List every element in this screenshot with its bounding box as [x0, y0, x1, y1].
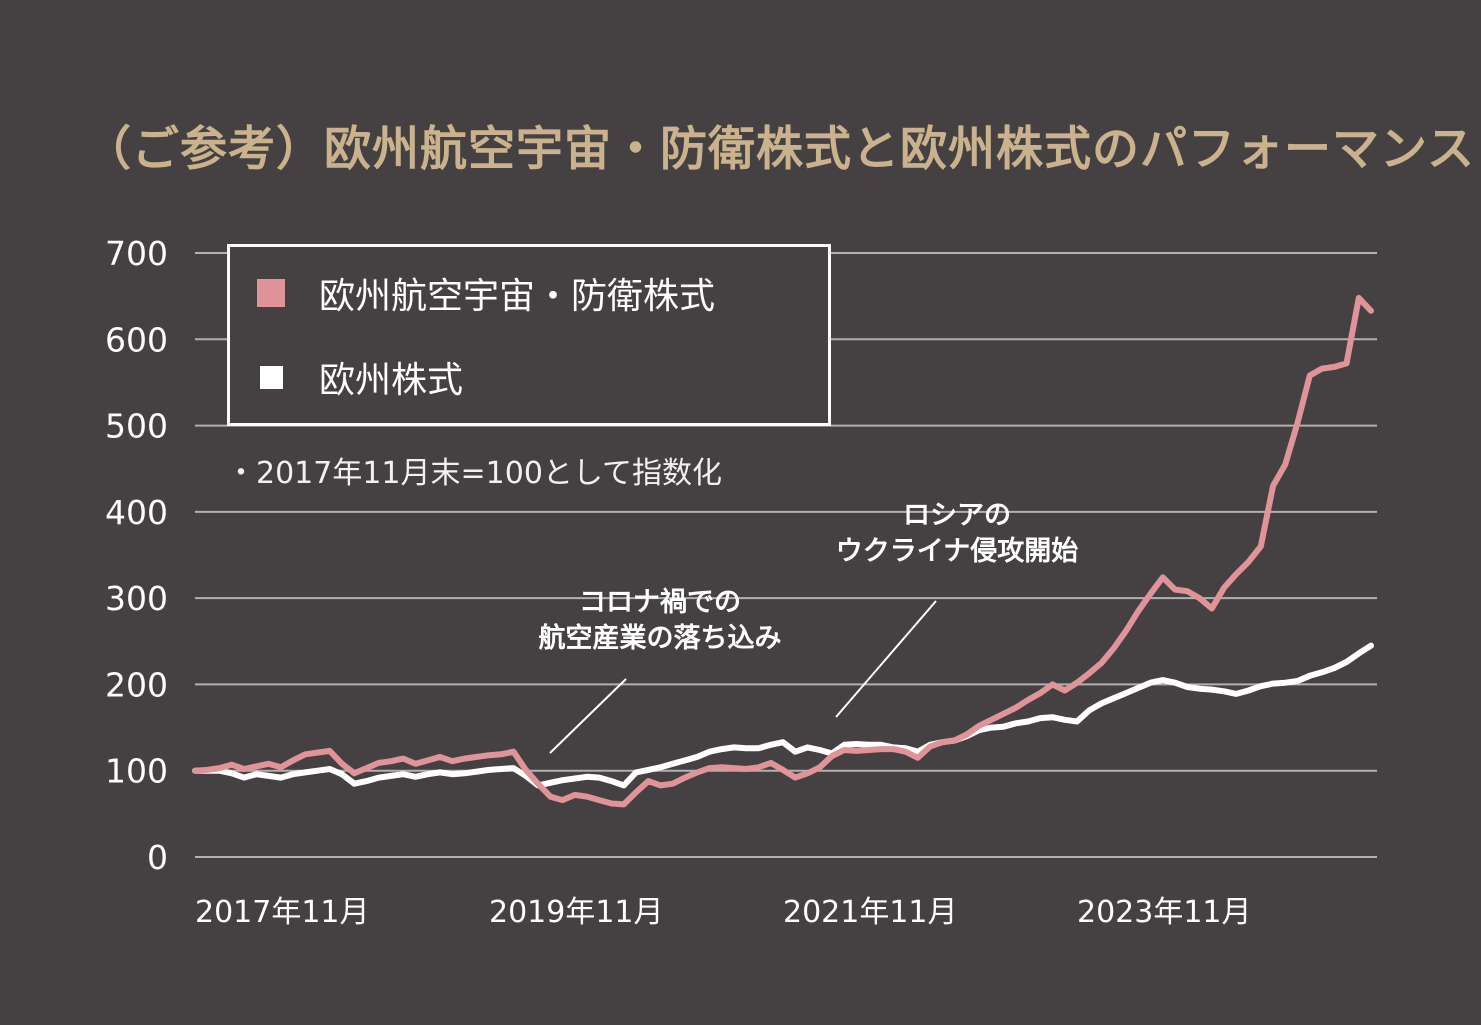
x-tick-label-48: 2021年11月: [783, 895, 958, 930]
y-tick-label-300: 300: [105, 579, 168, 618]
y-tick-label-700: 700: [105, 234, 168, 273]
chart-title: （ご参考）欧州航空宇宙・防衛株式と欧州株式のパフォーマンス: [84, 122, 1476, 177]
annotation-ukraine-line2: ウクライナ侵攻開始: [835, 535, 1079, 567]
y-tick-label-400: 400: [105, 493, 168, 532]
legend-box: 欧州航空宇宙・防衛株式 欧州株式: [227, 244, 831, 426]
x-tick-label-72: 2023年11月: [1077, 895, 1252, 930]
annotation-covid-line2: 航空産業の落ち込み: [538, 622, 782, 654]
axis-labels: 0 100 200 300 400 500 600 700 2017年11月 2019年11月 20…: [105, 234, 1252, 930]
x-tick-label-24: 2019年11月: [489, 895, 664, 930]
legend-label-aerospace-defense: 欧州航空宇宙・防衛株式: [319, 276, 716, 317]
y-tick-label-600: 600: [105, 320, 168, 359]
y-tick-label-200: 200: [105, 665, 168, 704]
legend-item-aerospace-defense: 欧州航空宇宙・防衛株式: [257, 267, 828, 319]
annotation-leader-line-covid: [549, 678, 627, 754]
annotation-ukraine-line1: ロシアの: [903, 500, 1011, 531]
annotation-covid-line1: コロナ禍での: [579, 587, 741, 618]
aerospace-defense-swatch-icon: [257, 279, 285, 307]
y-tick-label-500: 500: [105, 407, 168, 446]
series-line-欧州航空宇宙・防衛株式: [192, 294, 1374, 808]
legend-item-europe-equity: 欧州株式: [257, 351, 828, 403]
index-base-note: ・2017年11月末=100として指数化: [226, 456, 723, 491]
annotation-covid: コロナ禍での 航空産業の落ち込み: [539, 585, 782, 657]
y-tick-label-0: 0: [147, 838, 168, 877]
legend-label-europe-equity: 欧州株式: [319, 360, 464, 401]
y-tick-label-100: 100: [105, 752, 168, 791]
x-tick-label-0: 2017年11月: [195, 895, 370, 930]
annotation-leader-line-ukraine: [835, 600, 937, 718]
annotation-ukraine: ロシアの ウクライナ侵攻開始: [836, 498, 1078, 570]
series-line-欧州株式: [192, 642, 1374, 789]
series-lines: [192, 294, 1374, 808]
europe-equity-swatch-icon: [260, 365, 283, 389]
